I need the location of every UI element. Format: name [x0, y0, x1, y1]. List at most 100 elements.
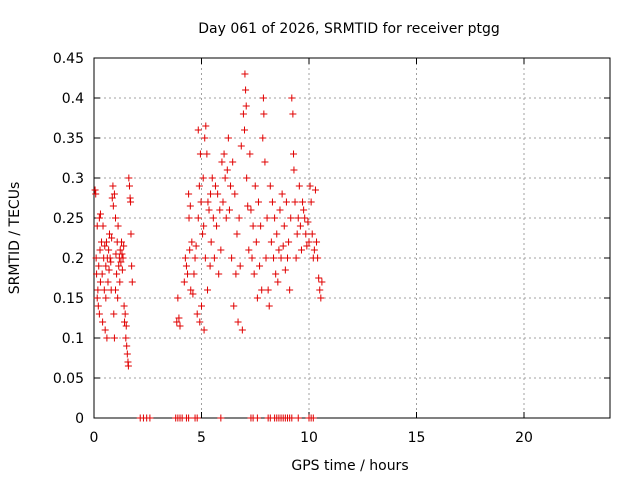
data-point: [110, 334, 118, 342]
data-point: [253, 294, 261, 302]
data-point: [207, 190, 215, 198]
data-point: [260, 110, 268, 118]
data-point: [275, 246, 283, 254]
data-point: [248, 254, 256, 262]
data-point: [119, 254, 127, 262]
data-point: [210, 254, 218, 262]
data-point: [239, 110, 247, 118]
data-point: [180, 278, 188, 286]
data-point: [286, 286, 294, 294]
data-point: [291, 198, 299, 206]
data-point: [108, 194, 116, 202]
data-point: [102, 238, 110, 246]
data-point: [313, 238, 321, 246]
data-point: [211, 182, 219, 190]
data-point: [310, 246, 318, 254]
data-point: [230, 302, 238, 310]
y-tick-label: 0.4: [62, 91, 84, 107]
data-point: [288, 414, 296, 422]
data-point: [202, 122, 210, 130]
data-point: [99, 318, 107, 326]
data-point: [110, 310, 118, 318]
data-point: [99, 222, 107, 230]
y-tick-label: 0.15: [53, 291, 84, 307]
data-point: [95, 262, 103, 270]
data-point: [187, 286, 195, 294]
data-point: [189, 290, 197, 298]
data-point: [207, 238, 215, 246]
data-point: [287, 214, 295, 222]
data-point: [105, 230, 113, 238]
data-point: [113, 270, 121, 278]
data-point: [281, 266, 289, 274]
data-point: [121, 310, 129, 318]
data-point: [115, 262, 123, 270]
data-point: [121, 318, 129, 326]
data-point: [94, 286, 102, 294]
data-point: [306, 182, 314, 190]
data-point: [122, 322, 130, 330]
data-point: [205, 206, 213, 214]
data-point: [215, 270, 223, 278]
data-point: [268, 198, 276, 206]
data-point: [265, 302, 273, 310]
data-point: [94, 302, 102, 310]
data-point: [101, 242, 109, 250]
data-point: [225, 206, 233, 214]
x-axis: 0 5 10 15 20: [90, 58, 533, 446]
data-point: [176, 322, 184, 330]
data-point: [107, 258, 115, 266]
data-point: [95, 310, 103, 318]
y-tick-label: 0.25: [53, 211, 84, 227]
data-point: [93, 294, 101, 302]
data-point: [124, 362, 132, 370]
data-point: [243, 174, 251, 182]
x-axis-label: GPS time / hours: [291, 458, 408, 474]
data-point: [219, 198, 227, 206]
data-point: [231, 190, 239, 198]
data-point: [199, 174, 207, 182]
data-point: [112, 286, 119, 294]
data-point: [125, 182, 133, 190]
data-point: [116, 246, 124, 254]
data-point: [303, 242, 311, 250]
data-point: [193, 310, 201, 318]
data-point: [188, 238, 196, 246]
data-point: [290, 150, 298, 158]
data-points: [91, 70, 326, 422]
data-point: [258, 286, 266, 294]
data-point: [114, 222, 122, 230]
data-point: [246, 150, 254, 158]
data-point: [204, 198, 212, 206]
data-point: [116, 278, 124, 286]
data-point: [196, 318, 204, 326]
data-point: [259, 134, 267, 142]
data-point: [217, 246, 225, 254]
data-point: [103, 334, 111, 342]
data-point: [96, 246, 104, 254]
data-point: [294, 214, 302, 222]
data-point: [106, 254, 114, 262]
data-point: [112, 250, 120, 258]
data-point: [263, 214, 271, 222]
data-point: [256, 262, 264, 270]
data-point: [244, 202, 252, 210]
data-point: [252, 238, 260, 246]
data-point: [123, 350, 131, 358]
data-point: [271, 214, 279, 222]
data-point: [242, 102, 250, 110]
data-point: [191, 254, 199, 262]
data-point: [198, 302, 205, 310]
data-point: [238, 326, 246, 334]
data-point: [229, 158, 237, 166]
data-point: [96, 278, 104, 286]
data-point: [249, 222, 257, 230]
data-point: [308, 230, 316, 238]
data-point: [279, 242, 287, 250]
data-point: [108, 234, 116, 242]
data-point: [235, 214, 243, 222]
data-point: [194, 214, 202, 222]
data-point: [250, 270, 258, 278]
data-point: [280, 222, 288, 230]
